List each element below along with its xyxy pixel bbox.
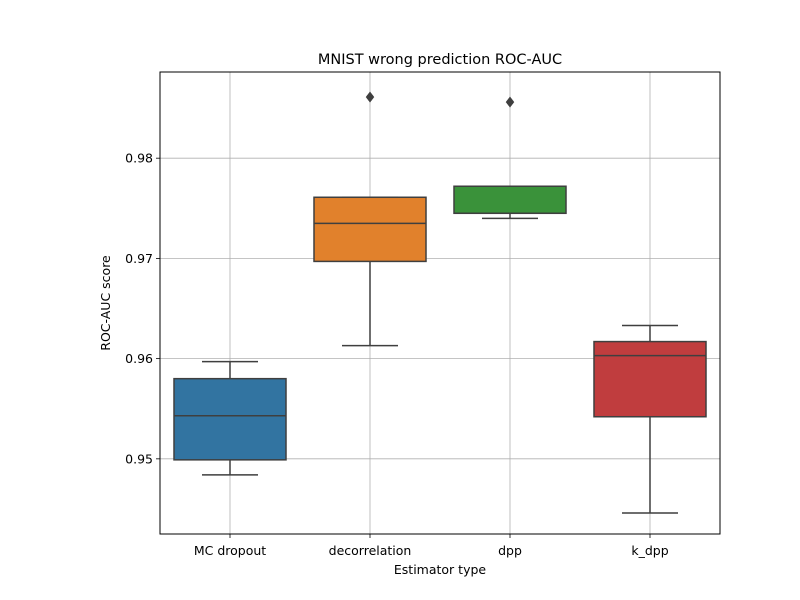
x-tick-label: MC dropout	[194, 543, 266, 558]
outlier-point	[365, 91, 375, 103]
x-tick-label: decorrelation	[329, 543, 412, 558]
y-tick-label: 0.98	[125, 151, 153, 166]
y-tick-label: 0.96	[125, 351, 153, 366]
grid	[160, 72, 720, 534]
box-group	[453, 96, 567, 220]
x-tick-label: dpp	[498, 543, 522, 558]
outlier-point	[505, 96, 515, 108]
x-axis-label: Estimator type	[394, 562, 487, 577]
y-tick-label: 0.97	[125, 251, 153, 266]
box-group	[593, 324, 707, 514]
box-group	[313, 91, 427, 347]
box-group	[173, 360, 287, 476]
box-iqr	[593, 340, 707, 418]
box-iqr	[313, 196, 427, 263]
chart-title: MNIST wrong prediction ROC-AUC	[318, 52, 562, 68]
plot-frame	[159, 71, 721, 535]
box-iqr	[453, 185, 567, 215]
y-axis-label: ROC-AUC score	[98, 255, 113, 351]
boxes-group	[173, 91, 707, 514]
ticks-group: 0.95 0.96 0.97 0.98 MC dropout decorrelation d…	[125, 151, 669, 558]
box-iqr	[173, 377, 287, 461]
y-tick-label: 0.95	[125, 451, 153, 466]
x-tick-label: k_dpp	[631, 543, 668, 558]
